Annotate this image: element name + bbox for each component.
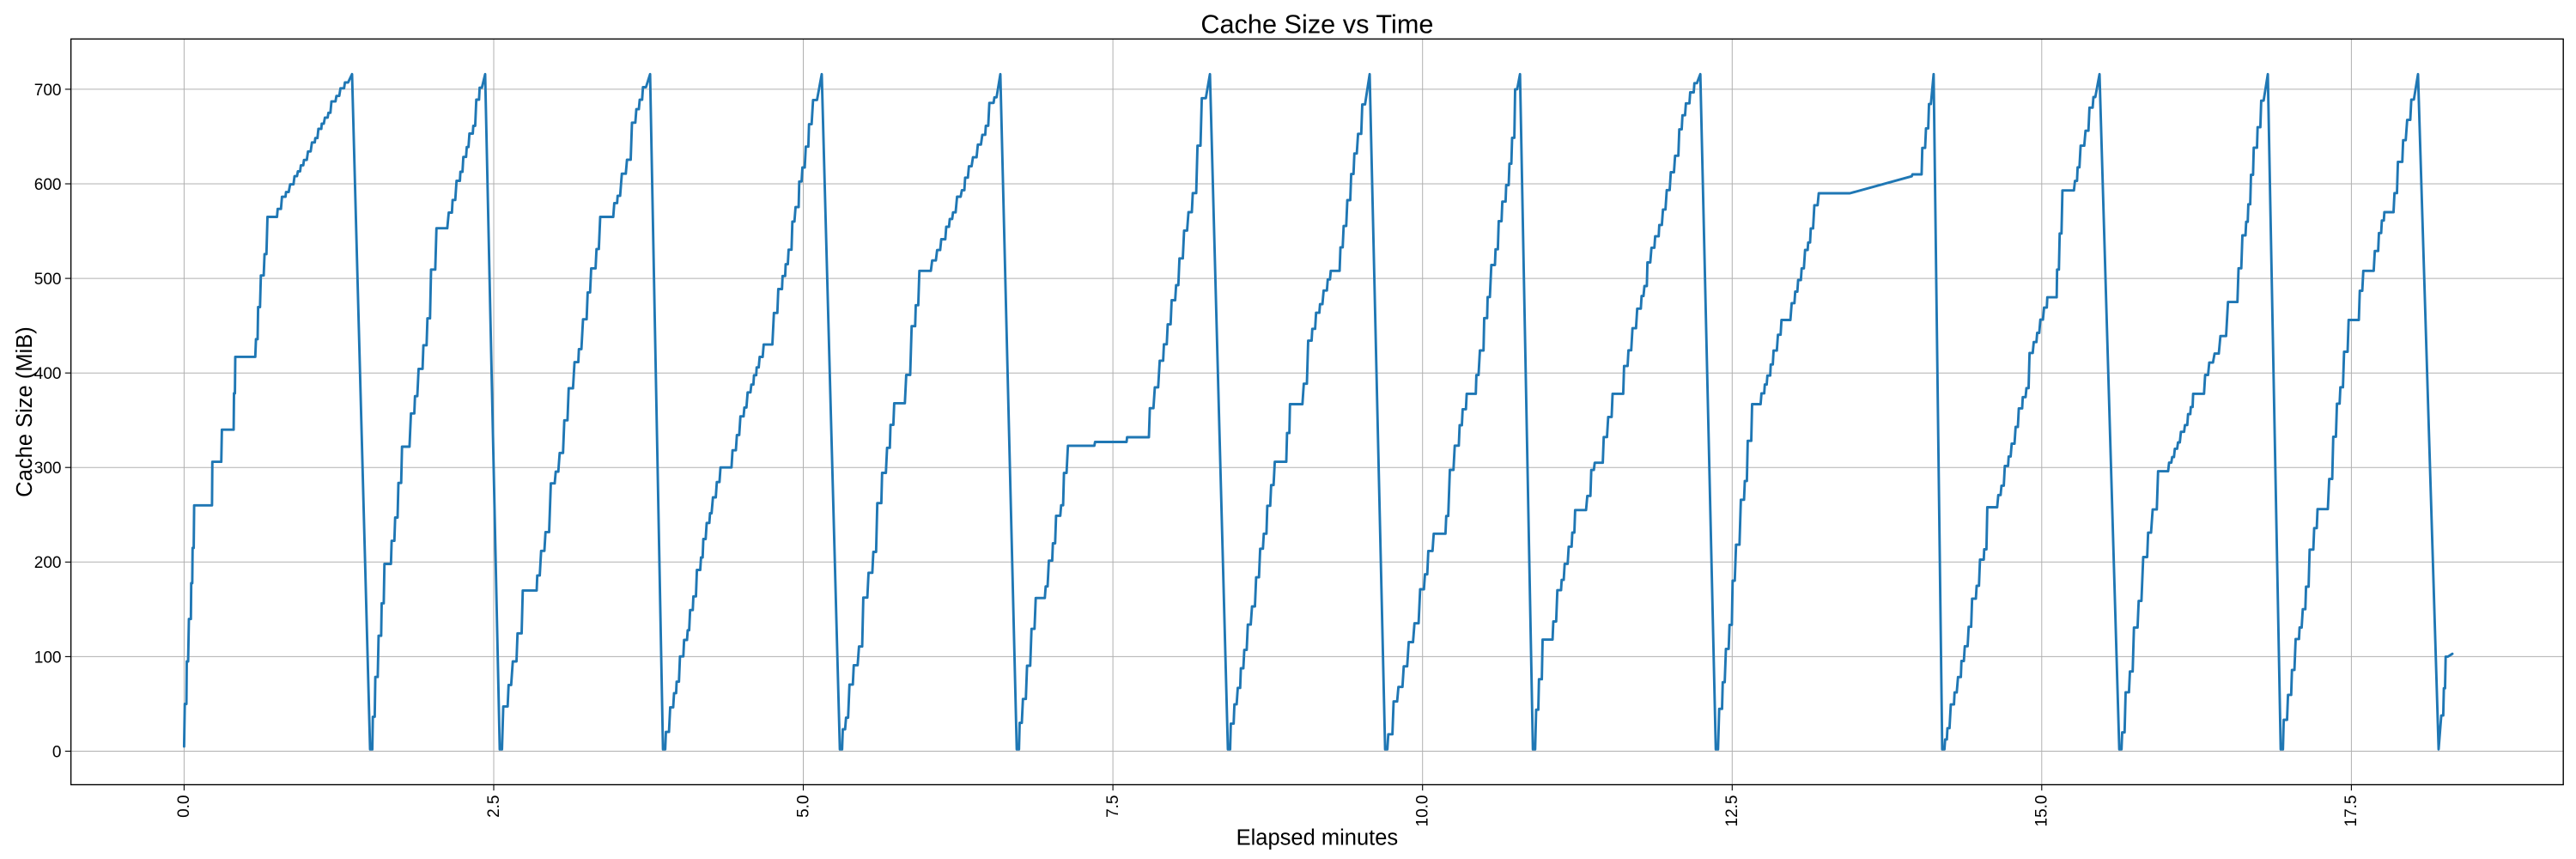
svg-text:200: 200 bbox=[34, 554, 62, 572]
svg-text:500: 500 bbox=[34, 271, 62, 289]
svg-text:100: 100 bbox=[34, 649, 62, 667]
svg-text:12.5: 12.5 bbox=[1723, 795, 1741, 827]
svg-text:400: 400 bbox=[34, 365, 62, 383]
svg-text:0.0: 0.0 bbox=[175, 795, 193, 818]
svg-text:Elapsed minutes: Elapsed minutes bbox=[1236, 826, 1399, 850]
svg-text:300: 300 bbox=[34, 460, 62, 478]
svg-text:7.5: 7.5 bbox=[1104, 795, 1122, 818]
svg-text:10.0: 10.0 bbox=[1414, 795, 1432, 827]
svg-text:600: 600 bbox=[34, 176, 62, 194]
svg-text:5.0: 5.0 bbox=[794, 795, 812, 818]
svg-text:Cache Size (MiB): Cache Size (MiB) bbox=[13, 326, 37, 497]
svg-text:Cache Size vs Time: Cache Size vs Time bbox=[1200, 9, 1433, 39]
svg-text:17.5: 17.5 bbox=[2342, 795, 2360, 827]
svg-text:2.5: 2.5 bbox=[485, 795, 503, 818]
svg-text:0: 0 bbox=[52, 743, 62, 761]
svg-text:15.0: 15.0 bbox=[2033, 795, 2051, 827]
svg-text:700: 700 bbox=[34, 82, 62, 100]
